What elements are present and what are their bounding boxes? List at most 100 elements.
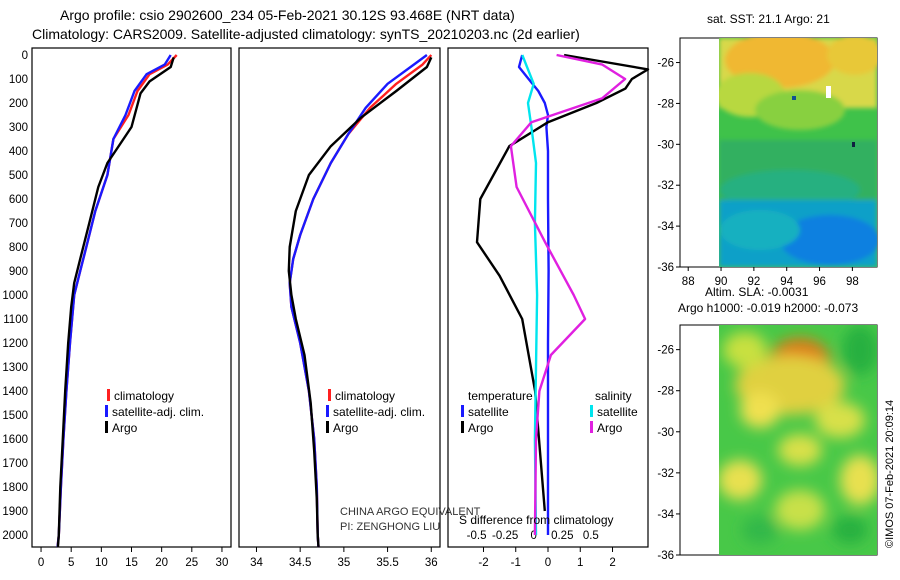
legend-label-temp-argo: Argo bbox=[468, 421, 494, 435]
legend-title-temperature: temperature bbox=[468, 389, 533, 403]
x-tick-label: 2 bbox=[609, 557, 615, 569]
annotation-institution: CHINA ARGO EQUIVALENT bbox=[340, 506, 481, 518]
sla-map-image bbox=[719, 325, 877, 555]
legend-label-argo: Argo bbox=[333, 421, 359, 435]
difference-legend: temperature satellite Argo salinity sate… bbox=[461, 389, 638, 435]
legend-label-sal-satellite: satellite bbox=[597, 405, 638, 419]
legend-swatch-argo bbox=[326, 421, 329, 433]
map-y-tick-label: -26 bbox=[657, 58, 674, 70]
salinity-lines bbox=[287, 54, 433, 548]
x-tick-label: 34.5 bbox=[289, 557, 311, 569]
salinity-x-axis: 34 34.5 35 35.5 36 bbox=[250, 547, 438, 569]
map-x-tick-label: 88 bbox=[682, 276, 695, 288]
sla-map-axes: -26 -28 -30 -32 -34 -36 bbox=[657, 345, 680, 562]
sla-map: Altim. SLA: -0.0031 Argo h1000: -0.019 h… bbox=[657, 285, 878, 562]
x-tick-label: 35 bbox=[337, 557, 350, 569]
salinity-diff-tick-label: 0.5 bbox=[583, 530, 599, 542]
map-y-tick-label: -36 bbox=[657, 550, 674, 562]
depth-tick-label: 300 bbox=[9, 122, 28, 134]
x-tick-label: 34 bbox=[250, 557, 263, 569]
x-tick-label: 36 bbox=[425, 557, 438, 569]
legend-label-satellite: satellite-adj. clim. bbox=[333, 405, 425, 419]
legend-label-climatology: climatology bbox=[335, 389, 395, 403]
depth-tick-label: 100 bbox=[9, 74, 28, 86]
x-tick-label: 10 bbox=[95, 557, 108, 569]
x-tick-label: 30 bbox=[216, 557, 229, 569]
legend-swatch-satellite bbox=[105, 405, 108, 417]
sst-map: sat. SST: 21.1 Argo: 21 -26-28-30-32-34-… bbox=[657, 12, 878, 288]
x-tick-label: 20 bbox=[155, 557, 168, 569]
legend-swatch-sal-satellite bbox=[590, 405, 593, 417]
legend-swatch-temp-argo bbox=[461, 421, 464, 433]
depth-tick-label: 600 bbox=[9, 194, 28, 206]
series-line-satellite-adj-clim- bbox=[288, 54, 428, 548]
legend-swatch-climatology bbox=[328, 389, 331, 401]
x-tick-label: 35.5 bbox=[376, 557, 398, 569]
depth-tick-label: 0 bbox=[22, 50, 28, 62]
legend-label-sal-argo: Argo bbox=[597, 421, 623, 435]
depth-tick-label: 1300 bbox=[2, 362, 28, 374]
depth-axis: 0 100 200 300 400 500 600 700 800 900 1000 1100 1200… bbox=[2, 50, 28, 542]
map-x-tick-label: 92 bbox=[747, 276, 760, 288]
header-line-2: Climatology: CARS2009. Satellite-adjuste… bbox=[32, 26, 580, 42]
depth-tick-label: 1600 bbox=[2, 434, 28, 446]
depth-tick-label: 1800 bbox=[2, 482, 28, 494]
depth-tick-label: 900 bbox=[9, 266, 28, 278]
series-line-satellite-adj-clim- bbox=[56, 54, 172, 548]
map-y-tick-label: -36 bbox=[657, 262, 674, 274]
series-line-salinity-satellite bbox=[521, 54, 539, 536]
depth-tick-label: 700 bbox=[9, 218, 28, 230]
x-tick-label: 5 bbox=[68, 557, 74, 569]
map-y-tick-label: -30 bbox=[657, 139, 674, 151]
series-line-salinity-argo bbox=[509, 53, 627, 536]
map-y-tick-label: -34 bbox=[657, 221, 674, 233]
x-tick-label: 0 bbox=[545, 557, 551, 569]
x-tick-label: 25 bbox=[185, 557, 198, 569]
legend-swatch-sal-argo bbox=[590, 421, 593, 433]
series-line-argo bbox=[287, 56, 433, 548]
x-tick-label: -2 bbox=[478, 557, 488, 569]
depth-tick-label: 400 bbox=[9, 146, 28, 158]
map-y-tick-label: -26 bbox=[657, 345, 674, 357]
map-x-tick-label: 98 bbox=[846, 276, 859, 288]
legend-label-argo: Argo bbox=[112, 421, 138, 435]
depth-tick-label: 1200 bbox=[2, 338, 28, 350]
salinity-legend: climatology satellite-adj. clim. Argo bbox=[326, 389, 425, 435]
map-y-tick-label: -28 bbox=[657, 386, 674, 398]
series-line-argo bbox=[56, 57, 175, 548]
legend-swatch-climatology bbox=[107, 389, 110, 401]
depth-tick-label: 1700 bbox=[2, 458, 28, 470]
x-tick-label: 15 bbox=[125, 557, 138, 569]
depth-tick-label: 1000 bbox=[2, 290, 28, 302]
series-line-climatology bbox=[56, 54, 178, 548]
temperature-difference-x-axis: -2 -1 0 1 2 bbox=[478, 547, 616, 569]
credit-text: ©IMOS 07-Feb-2021 20:09:14 bbox=[884, 400, 896, 548]
annotation-pi: PI: ZENGHONG LIU bbox=[340, 521, 440, 533]
sla-map-title-1: Altim. SLA: -0.0031 bbox=[705, 285, 809, 299]
difference-x-label: S difference from climatology bbox=[459, 513, 614, 527]
map-x-tick-label: 94 bbox=[780, 276, 793, 288]
series-line-temperature-argo bbox=[475, 53, 650, 512]
salinity-panel: 34 34.5 35 35.5 36 climatology satellite-adj… bbox=[238, 47, 481, 569]
depth-tick-label: 1900 bbox=[2, 506, 28, 518]
header-line-1: Argo profile: csio 2902600_234 05-Feb-20… bbox=[60, 7, 515, 23]
temperature-panel: 0100200300400500600700800900100011001200… bbox=[2, 47, 232, 569]
legend-title-salinity: salinity bbox=[595, 389, 632, 403]
x-tick-label: -1 bbox=[511, 557, 521, 569]
legend-label-climatology: climatology bbox=[114, 389, 174, 403]
map-y-tick-label: -32 bbox=[657, 468, 674, 480]
temperature-legend: climatology satellite-adj. clim. Argo bbox=[105, 389, 204, 435]
temperature-x-axis: 0 5 10 15 20 25 30 bbox=[38, 547, 229, 569]
series-line-climatology bbox=[288, 54, 433, 548]
salinity-diff-tick-label: 0.25 bbox=[551, 530, 573, 542]
depth-tick-label: 2000 bbox=[2, 530, 28, 542]
map-y-tick-label: -28 bbox=[657, 98, 674, 110]
salinity-diff-tick-label: 0 bbox=[531, 530, 537, 542]
salinity-diff-tick-label: -0.5 bbox=[467, 530, 487, 542]
difference-lines bbox=[475, 53, 650, 536]
sst-map-axes: -26 -28 -30 -32 -34 -36 88 90 92 94 96 98 bbox=[657, 58, 858, 288]
legend-label-temp-satellite: satellite bbox=[468, 405, 509, 419]
map-y-tick-label: -32 bbox=[657, 180, 674, 192]
map-x-tick-label: 96 bbox=[813, 276, 826, 288]
